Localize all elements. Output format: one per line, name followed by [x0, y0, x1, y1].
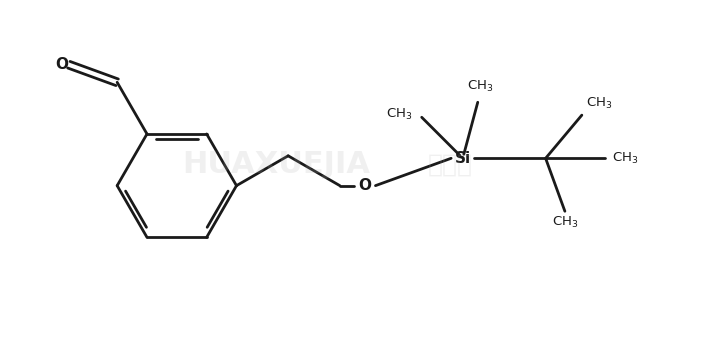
Text: CH$_3$: CH$_3$: [467, 79, 493, 94]
Text: O: O: [359, 178, 371, 193]
Text: O: O: [55, 57, 69, 72]
Text: CH$_3$: CH$_3$: [386, 107, 413, 122]
Text: 化学加: 化学加: [428, 153, 473, 177]
Text: CH$_3$: CH$_3$: [612, 151, 638, 166]
Text: Si: Si: [454, 151, 471, 166]
Text: CH$_3$: CH$_3$: [552, 215, 578, 231]
Text: CH$_3$: CH$_3$: [586, 96, 613, 111]
Text: HUAXUEJIA: HUAXUEJIA: [182, 150, 371, 179]
